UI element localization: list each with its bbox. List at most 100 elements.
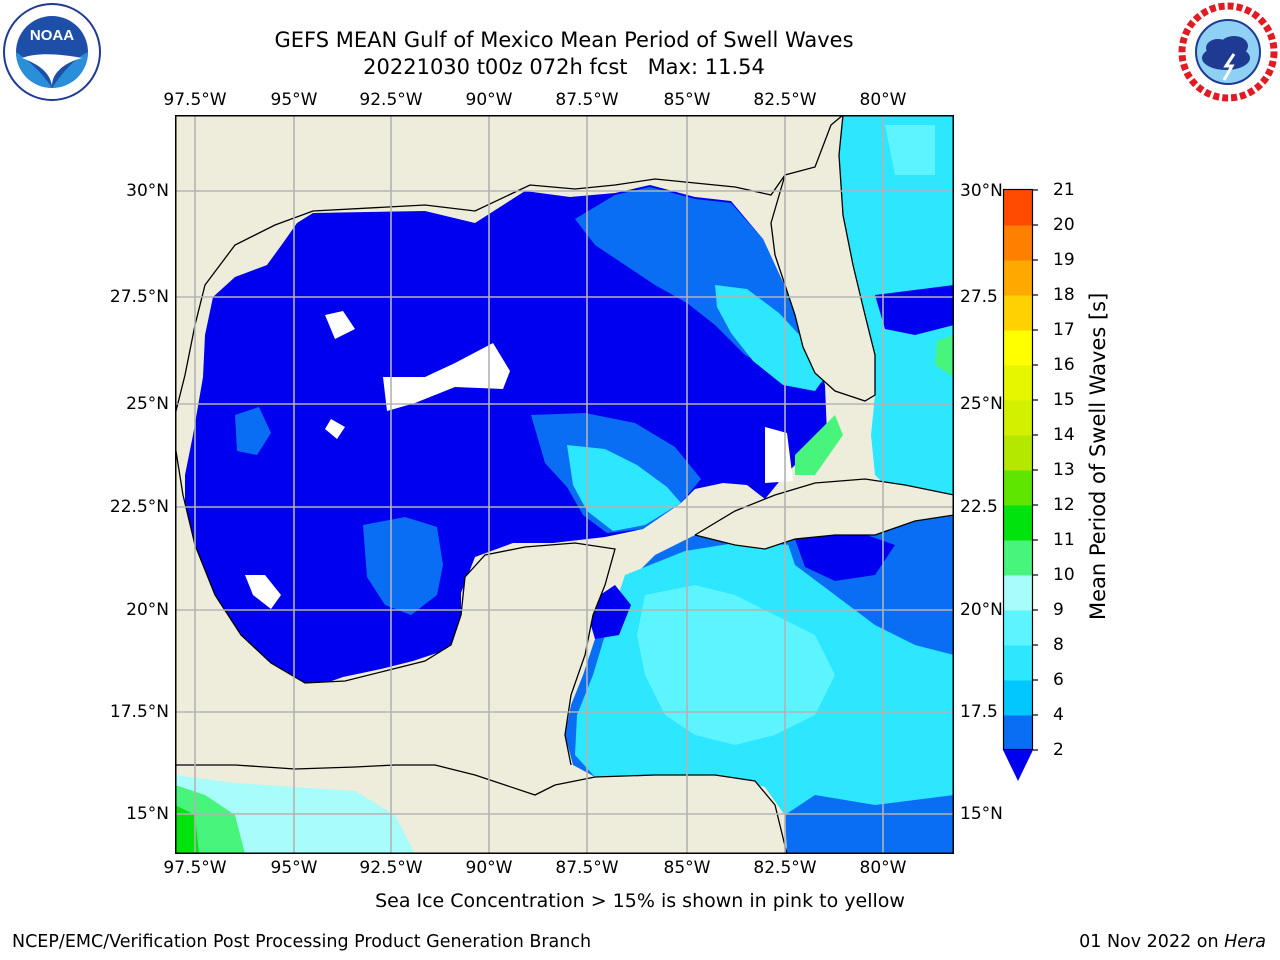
colorbar-tick-label: 4 (1053, 705, 1064, 725)
lat-label-left: 17.5°N (109, 702, 169, 722)
colorbar-tick-label: 11 (1053, 530, 1075, 550)
lat-label-left: 20°N (126, 600, 169, 620)
lon-label-bottom: 87.5°W (555, 858, 619, 878)
colorbar-tick-label: 21 (1053, 180, 1075, 200)
colorbar-tick-label: 10 (1053, 565, 1075, 585)
colorbar-cell (1004, 190, 1032, 226)
swell-region-green (935, 335, 954, 377)
atlantic-light (885, 125, 935, 175)
colorbar-tick-label: 8 (1053, 635, 1064, 655)
lon-label-bottom: 80°W (859, 858, 907, 878)
colorbar-cell (1004, 680, 1032, 716)
north-coast-land (175, 115, 843, 415)
noaa-logo: NOAA (3, 3, 101, 101)
colorbar-cell (1004, 540, 1032, 576)
gulf-water (185, 185, 827, 687)
lat-label-left: 27.5°N (109, 287, 169, 307)
svg-text:NOAA: NOAA (30, 27, 74, 44)
lat-label-right: 27.5 (960, 287, 998, 307)
sea-ice-note: Sea Ice Concentration > 15% is shown in … (375, 890, 905, 912)
colorbar-tick-label: 6 (1053, 670, 1064, 690)
colorbar-tick-label: 19 (1053, 250, 1075, 270)
florida-land (771, 115, 875, 401)
colorbar-cell (1004, 575, 1032, 611)
colorbar-cell (1004, 330, 1032, 366)
colorbar-cell (1004, 645, 1032, 681)
colorbar-tick-label: 9 (1053, 600, 1064, 620)
chart-title: GEFS MEAN Gulf of Mexico Mean Period of … (274, 28, 854, 52)
national-weather-service-logo (1178, 2, 1278, 102)
chart-subtitle: 20221030 t00z 072h fcst Max: 11.54 (363, 55, 765, 79)
lat-label-right: 30°N (960, 181, 1003, 201)
colorbar-tick-label: 20 (1053, 215, 1075, 235)
colorbar-extend-triangle (1003, 750, 1033, 781)
lon-label-top: 90°W (465, 90, 513, 110)
lat-label-right: 20°N (960, 600, 1003, 620)
lon-label-top: 85°W (663, 90, 711, 110)
no-data-area (325, 311, 355, 339)
lon-label-bottom: 82.5°W (753, 858, 817, 878)
lon-label-bottom: 97.5°W (163, 858, 227, 878)
credit-right: 01 Nov 2022 on Hera (1079, 932, 1266, 952)
swell-region-cyan (715, 285, 825, 391)
colorbar-cell (1004, 400, 1032, 436)
lat-label-right: 22.5 (960, 497, 998, 517)
credit-date: 01 Nov 2022 on (1079, 932, 1225, 952)
lat-label-left: 15°N (126, 804, 169, 824)
mexico-land (175, 445, 615, 795)
lon-label-top: 82.5°W (753, 90, 817, 110)
lat-label-right: 15°N (960, 804, 1003, 824)
lon-label-bottom: 90°W (465, 858, 513, 878)
coastlines (175, 115, 954, 854)
colorbar-tick-label: 13 (1053, 460, 1075, 480)
colorbar-label: Mean Period of Swell Waves [s] (1086, 292, 1110, 620)
swell-region-cyan (567, 445, 681, 531)
no-data-area (325, 419, 345, 439)
colorbar-cell (1004, 610, 1032, 646)
colorbar-cell (1004, 260, 1032, 296)
lon-label-top: 92.5°W (359, 90, 423, 110)
credit-host: Hera (1224, 932, 1266, 952)
lon-label-top: 80°W (859, 90, 907, 110)
no-data-area (245, 575, 281, 609)
colorbar-tick-label: 18 (1053, 285, 1075, 305)
swell-region-green (795, 415, 843, 475)
colorbar-tick-label: 2 (1053, 740, 1064, 760)
lon-label-bottom: 95°W (270, 858, 318, 878)
lat-label-left: 22.5°N (109, 497, 169, 517)
cuba-land (695, 479, 954, 549)
lon-label-top: 95°W (270, 90, 318, 110)
colorbar-tick-label: 15 (1053, 390, 1075, 410)
lon-label-top: 97.5°W (163, 90, 227, 110)
colorbar-tick-label: 12 (1053, 495, 1075, 515)
colorbar-tick-label: 14 (1053, 425, 1075, 445)
map-frame (175, 115, 954, 854)
swell-region-medium (235, 407, 271, 455)
swell-region-medium (363, 517, 443, 615)
caribbean-dark (795, 531, 895, 581)
colorbar-cell (1004, 365, 1032, 401)
colorbar (1002, 188, 1038, 781)
lat-label-right: 17.5 (960, 702, 998, 722)
colorbar-cell (1004, 225, 1032, 261)
colorbar-cell (1004, 295, 1032, 331)
colorbar-ticklines (1033, 189, 1038, 751)
lon-label-bottom: 85°W (663, 858, 711, 878)
colorbar-tick-label: 16 (1053, 355, 1075, 375)
lat-label-left: 30°N (126, 181, 169, 201)
lon-label-top: 87.5°W (555, 90, 619, 110)
colorbar-cell (1004, 715, 1032, 751)
colorbar-cells (1004, 190, 1032, 751)
colorbar-tick-label: 17 (1053, 320, 1075, 340)
lat-label-left: 25°N (126, 394, 169, 414)
colorbar-cell (1004, 470, 1032, 506)
colorbar-cell (1004, 435, 1032, 471)
lat-label-right: 25°N (960, 394, 1003, 414)
credit-left: NCEP/EMC/Verification Post Processing Pr… (12, 932, 592, 952)
colorbar-frame (1002, 188, 1034, 751)
no-data-area (383, 343, 510, 411)
no-data-area (765, 427, 793, 483)
lon-label-bottom: 92.5°W (359, 858, 423, 878)
gulf-of-mexico-map (175, 115, 954, 854)
pacific-bright-green (175, 805, 199, 854)
